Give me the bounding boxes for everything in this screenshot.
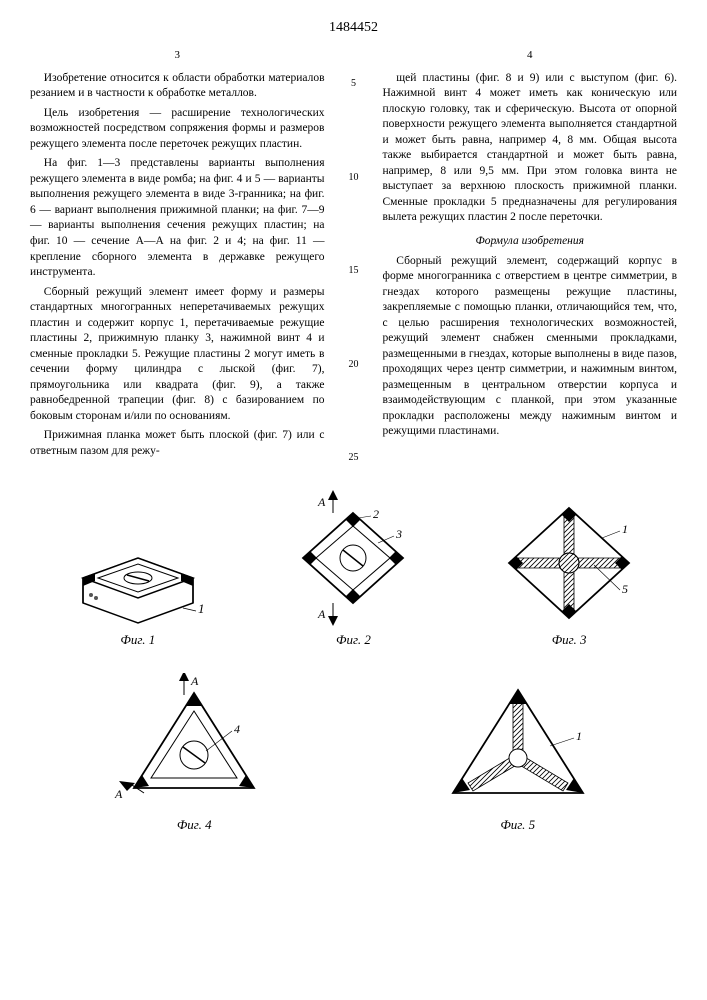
text-columns: 3 Изобретение относится к области обрабо… <box>30 48 677 463</box>
left-p2: Цель изобретения — расширение технологич… <box>30 106 325 153</box>
fig4-label-4: 4 <box>234 722 240 736</box>
figures-block: 1 Фиг. 1 A A <box>30 488 677 833</box>
left-p4: Сборный режущий элемент имеет форму и ра… <box>30 285 325 425</box>
fig4-caption: Фиг. 4 <box>177 817 212 833</box>
right-p2: Сборный режущий элемент, содержащий корп… <box>383 254 678 440</box>
ln-25: 25 <box>345 452 363 463</box>
fig4-svg: A A 4 <box>109 673 279 813</box>
fig4-A-top: A <box>190 674 199 688</box>
fig1-label-1: 1 <box>198 601 205 616</box>
patent-number: 1484452 <box>30 20 677 36</box>
line-number-gutter: 5 10 15 20 25 <box>345 48 363 463</box>
right-col-number: 4 <box>383 48 678 63</box>
fig2-A-top: A <box>317 495 326 509</box>
fig2-label-3: 3 <box>395 527 402 541</box>
fig3-svg: 1 5 <box>494 498 644 628</box>
fig2-svg: A A 2 <box>278 488 428 628</box>
fig5-svg: 1 <box>438 678 598 813</box>
fig4-A-bot: A <box>114 787 123 801</box>
right-column: 4 щей пластины (фиг. 8 и 9) или с выступ… <box>383 48 678 463</box>
left-p3: На фиг. 1—3 представлены варианты выполн… <box>30 156 325 280</box>
figure-row-2: A A 4 <box>30 673 677 833</box>
figure-2: A A 2 <box>278 488 428 648</box>
figure-3: 1 5 Фиг. 3 <box>494 498 644 648</box>
ln-5: 5 <box>345 78 363 89</box>
ln-15: 15 <box>345 265 363 276</box>
fig3-label-1: 1 <box>622 522 628 536</box>
ln-20: 20 <box>345 359 363 370</box>
figure-row-1: 1 Фиг. 1 A A <box>30 488 677 648</box>
fig5-label-1: 1 <box>576 729 582 743</box>
left-p1: Изобретение относится к области обработк… <box>30 71 325 102</box>
ln-10: 10 <box>345 172 363 183</box>
fig2-A-bot: A <box>317 607 326 621</box>
figure-1: 1 Фиг. 1 <box>63 518 213 648</box>
left-col-number: 3 <box>30 48 325 63</box>
formula-title: Формула изобретения <box>383 234 678 250</box>
fig1-caption: Фиг. 1 <box>120 632 155 648</box>
figure-5: 1 Фиг. 5 <box>438 678 598 833</box>
left-p5: Прижимная планка может быть плоской (фиг… <box>30 428 325 459</box>
fig3-caption: Фиг. 3 <box>552 632 587 648</box>
right-p1: щей пластины (фиг. 8 и 9) или с выступом… <box>383 71 678 226</box>
fig3-label-5: 5 <box>622 582 628 596</box>
left-column: 3 Изобретение относится к области обрабо… <box>30 48 325 463</box>
fig1-svg: 1 <box>63 518 213 628</box>
fig5-caption: Фиг. 5 <box>500 817 535 833</box>
fig2-label-2: 2 <box>373 507 379 521</box>
fig2-caption: Фиг. 2 <box>336 632 371 648</box>
figure-4: A A 4 <box>109 673 279 833</box>
